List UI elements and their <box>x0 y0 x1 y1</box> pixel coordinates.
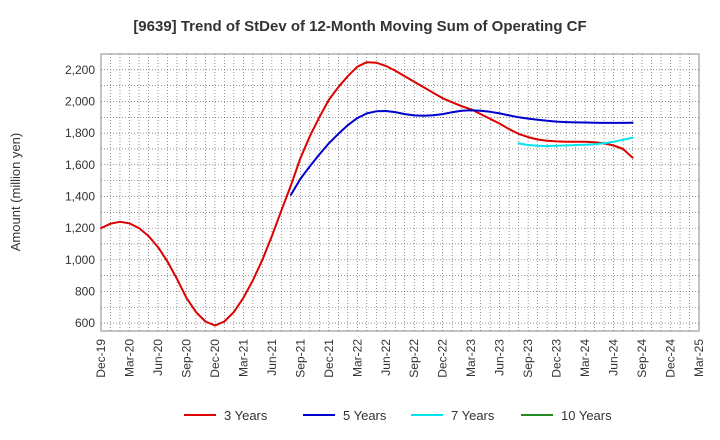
x-tick-label: Dec-20 <box>208 339 222 378</box>
x-tick-label: Sep-21 <box>293 339 307 378</box>
x-tick-label: Mar-23 <box>464 339 478 377</box>
x-tick-label: Mar-20 <box>122 339 136 377</box>
legend-label-3-years: 3 Years <box>224 408 268 423</box>
x-tick-label: Jun-24 <box>607 339 621 376</box>
grid-lines <box>101 54 699 331</box>
y-tick-label: 600 <box>75 316 95 330</box>
x-tick-label: Jun-20 <box>151 339 165 376</box>
x-tick-label: Dec-19 <box>94 339 108 378</box>
x-tick-label: Sep-24 <box>635 339 649 378</box>
y-axis-label: Amount (million yen) <box>8 133 23 252</box>
chart-title: [9639] Trend of StDev of 12-Month Moving… <box>133 18 586 35</box>
series-lines <box>100 61 634 327</box>
x-tick-label: Dec-22 <box>436 339 450 378</box>
y-tick-label: 1,800 <box>65 126 95 140</box>
x-tick-label: Mar-21 <box>236 339 250 377</box>
y-tick-label: 800 <box>75 284 95 298</box>
y-tick-label: 2,200 <box>65 63 95 77</box>
y-tick-label: 2,000 <box>65 94 95 108</box>
x-tick-label: Dec-23 <box>550 339 564 378</box>
y-tick-label: 1,000 <box>65 253 95 267</box>
x-tick-label: Dec-24 <box>664 339 678 378</box>
x-tick-label: Sep-23 <box>521 339 535 378</box>
plot-area <box>100 53 700 332</box>
y-tick-label: 1,600 <box>65 158 95 172</box>
legend-label-5-years: 5 Years <box>343 408 387 423</box>
x-axis-ticks: Dec-19 Mar-20 Jun-20 Sep-20 Dec-20 Mar-21 Jun-… <box>94 339 706 378</box>
x-tick-label: Jun-21 <box>265 339 279 376</box>
y-axis-ticks: 600 800 1,000 1,200 1,400 1,600 1,800 2,000 2,20… <box>65 63 95 330</box>
y-tick-label: 1,400 <box>65 189 95 203</box>
x-tick-label: Sep-20 <box>179 339 193 378</box>
x-tick-label: Mar-25 <box>692 339 706 377</box>
series-line-5-years <box>289 109 634 196</box>
x-tick-label: Jun-22 <box>379 339 393 376</box>
x-tick-label: Dec-21 <box>322 339 336 378</box>
legend-label-10-years: 10 Years <box>561 408 612 423</box>
series-line-3-years <box>100 61 634 327</box>
legend-label-7-years: 7 Years <box>451 408 495 423</box>
series-line-7-years <box>517 136 634 148</box>
x-tick-label: Mar-22 <box>350 339 364 377</box>
legend: 3 Years 5 Years 7 Years 10 Years <box>184 408 612 423</box>
y-tick-label: 1,200 <box>65 221 95 235</box>
x-tick-label: Mar-24 <box>578 339 592 377</box>
x-tick-label: Sep-22 <box>407 339 421 378</box>
x-tick-label: Jun-23 <box>493 339 507 376</box>
